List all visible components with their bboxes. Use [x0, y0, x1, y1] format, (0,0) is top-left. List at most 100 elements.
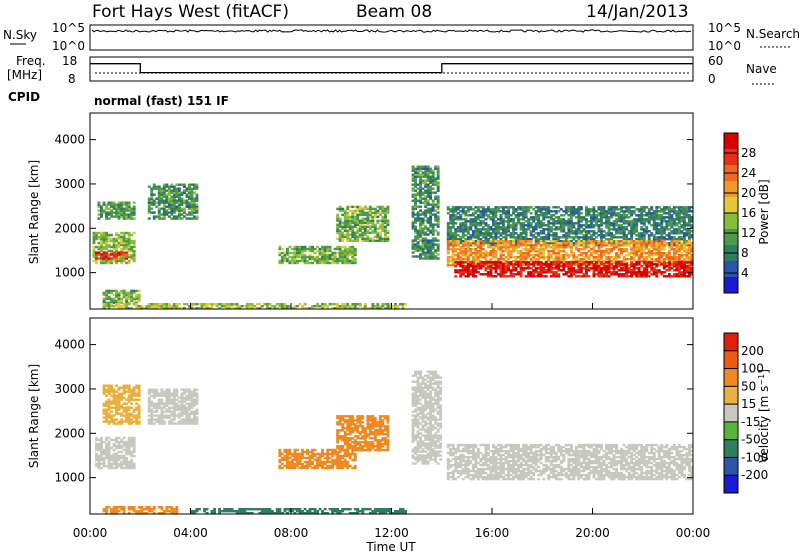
data-cell — [655, 240, 659, 243]
data-cell — [549, 230, 553, 233]
data-cell — [655, 242, 659, 245]
data-cell — [132, 466, 136, 470]
data-cell — [617, 248, 621, 251]
data-cell — [685, 256, 689, 259]
data-cell — [122, 207, 126, 210]
data-cell — [424, 241, 428, 244]
data-cell — [286, 257, 289, 261]
data-cell — [487, 224, 490, 227]
data-cell — [175, 209, 179, 212]
data-cell — [662, 216, 666, 219]
data-cell — [685, 228, 689, 231]
data-cell — [426, 257, 430, 260]
data-cell — [424, 233, 428, 236]
data-cell — [421, 247, 425, 250]
data-cell — [351, 225, 355, 228]
data-cell — [597, 246, 601, 249]
data-cell — [680, 275, 684, 278]
data-cell — [670, 258, 674, 261]
data-cell — [479, 265, 483, 268]
data-cell — [107, 213, 111, 216]
data-cell — [630, 234, 634, 237]
data-cell — [338, 247, 342, 251]
data-cell — [592, 206, 596, 209]
data-cell — [426, 177, 430, 180]
data-cell — [286, 307, 289, 310]
data-cell — [446, 222, 450, 225]
data-cell — [484, 228, 488, 231]
data-cell — [351, 247, 355, 251]
data-cell — [655, 224, 659, 227]
data-cell — [537, 256, 541, 259]
data-cell — [512, 242, 515, 245]
data-cell — [607, 216, 611, 219]
data-cell — [642, 246, 646, 249]
data-cell — [167, 193, 171, 196]
data-cell — [419, 187, 422, 190]
data-cell — [517, 256, 520, 259]
data-cell — [469, 218, 473, 221]
data-cell — [341, 239, 345, 242]
data-cell — [582, 252, 586, 255]
data-cell — [371, 303, 375, 306]
data-cell — [557, 248, 561, 251]
data-cell — [351, 205, 355, 209]
data-cell — [592, 230, 596, 233]
data-cell — [630, 273, 634, 276]
data-cell — [424, 183, 428, 186]
data-cell — [165, 205, 169, 208]
data-cell — [499, 265, 503, 268]
data-cell — [657, 232, 661, 235]
data-cell — [655, 222, 659, 225]
data-cell — [590, 267, 593, 270]
data-cell — [358, 235, 362, 238]
data-cell — [451, 262, 455, 265]
data-cell — [419, 223, 422, 226]
data-cell — [579, 254, 583, 257]
data-cell — [544, 271, 548, 274]
data-cell — [544, 244, 548, 247]
data-cell — [165, 183, 169, 186]
data-cell — [680, 265, 684, 268]
data-cell — [524, 228, 528, 231]
data-cell — [471, 244, 475, 247]
data-cell — [607, 263, 611, 266]
data-cell — [547, 244, 551, 247]
data-cell — [105, 261, 108, 265]
data-cell — [321, 305, 324, 308]
data-cell — [414, 189, 417, 192]
data-cell — [547, 242, 551, 245]
data-cell — [122, 440, 126, 444]
data-cell — [414, 231, 417, 234]
data-cell — [419, 229, 422, 232]
data-cell — [592, 260, 596, 263]
data-cell — [414, 221, 417, 224]
data-cell — [615, 222, 618, 225]
data-cell — [298, 247, 302, 251]
data-cell — [665, 220, 669, 223]
data-cell — [660, 260, 664, 263]
data-cell — [429, 185, 433, 188]
data-cell — [484, 267, 488, 270]
data-cell — [487, 265, 490, 268]
data-cell — [421, 193, 425, 196]
data-cell — [466, 267, 470, 270]
data-cell — [449, 248, 453, 251]
data-cell — [577, 222, 581, 225]
data-cell — [416, 183, 420, 186]
data-cell — [597, 230, 601, 233]
data-cell — [127, 460, 131, 464]
data-cell — [172, 195, 176, 198]
data-cell — [522, 212, 526, 215]
data-cell — [283, 253, 287, 257]
data-cell — [371, 305, 375, 308]
data-cell — [245, 305, 249, 308]
data-cell — [683, 261, 686, 264]
data-cell — [321, 307, 324, 310]
data-cell — [481, 206, 485, 209]
data-cell — [424, 213, 428, 216]
data-cell — [97, 458, 101, 462]
data-cell — [107, 233, 111, 237]
data-cell — [544, 212, 548, 215]
data-cell — [670, 218, 674, 221]
